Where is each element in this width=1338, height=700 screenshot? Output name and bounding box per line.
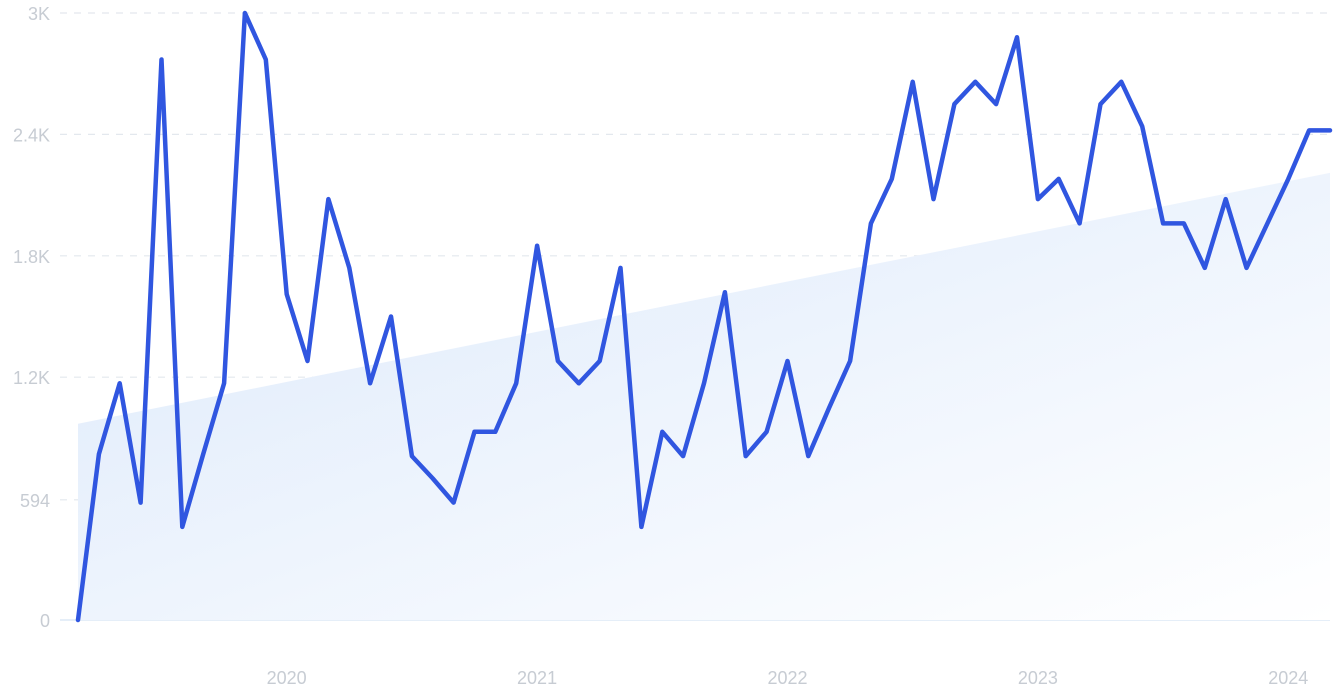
x-axis-ticks: 2020 2021 2022 2023 2024 [267, 668, 1309, 688]
y-tick-label: 1.8K [13, 247, 50, 267]
x-tick-label: 2021 [517, 668, 557, 688]
y-tick-label: 594 [20, 491, 50, 511]
x-tick-label: 2024 [1268, 668, 1308, 688]
y-tick-label: 1.2K [13, 368, 50, 388]
x-tick-label: 2022 [767, 668, 807, 688]
y-axis-ticks: 0 594 1.2K 1.8K 2.4K 3K [13, 4, 50, 631]
series-line [75, 10, 1333, 623]
trend-area [78, 172, 1330, 621]
y-tick-label: 2.4K [13, 125, 50, 145]
y-tick-label: 3K [28, 4, 50, 24]
x-tick-label: 2023 [1018, 668, 1058, 688]
series-line-0 [75, 10, 1333, 623]
y-tick-label: 0 [40, 611, 50, 631]
trend-area-shape [78, 172, 1330, 621]
x-tick-label: 2020 [267, 668, 307, 688]
